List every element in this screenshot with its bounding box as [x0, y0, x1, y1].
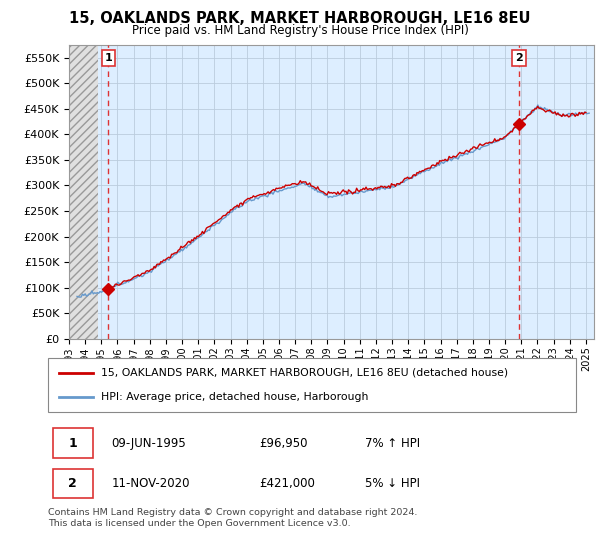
Text: 15, OAKLANDS PARK, MARKET HARBOROUGH, LE16 8EU: 15, OAKLANDS PARK, MARKET HARBOROUGH, LE…: [69, 11, 531, 26]
Text: 2: 2: [68, 477, 77, 490]
Text: £421,000: £421,000: [259, 477, 315, 490]
Text: 11-NOV-2020: 11-NOV-2020: [112, 477, 190, 490]
Text: 1: 1: [104, 53, 112, 63]
Text: 15, OAKLANDS PARK, MARKET HARBOROUGH, LE16 8EU (detached house): 15, OAKLANDS PARK, MARKET HARBOROUGH, LE…: [101, 368, 508, 378]
Text: 2: 2: [515, 53, 523, 63]
Text: HPI: Average price, detached house, Harborough: HPI: Average price, detached house, Harb…: [101, 392, 368, 402]
Text: Price paid vs. HM Land Registry's House Price Index (HPI): Price paid vs. HM Land Registry's House …: [131, 24, 469, 36]
Bar: [69, 45, 98, 339]
FancyBboxPatch shape: [53, 428, 93, 458]
Text: 1: 1: [68, 437, 77, 450]
Text: £96,950: £96,950: [259, 437, 308, 450]
FancyBboxPatch shape: [53, 469, 93, 498]
Text: Contains HM Land Registry data © Crown copyright and database right 2024.
This d: Contains HM Land Registry data © Crown c…: [48, 508, 418, 528]
FancyBboxPatch shape: [48, 358, 576, 412]
Text: 7% ↑ HPI: 7% ↑ HPI: [365, 437, 420, 450]
Text: 09-JUN-1995: 09-JUN-1995: [112, 437, 186, 450]
Text: 5% ↓ HPI: 5% ↓ HPI: [365, 477, 420, 490]
